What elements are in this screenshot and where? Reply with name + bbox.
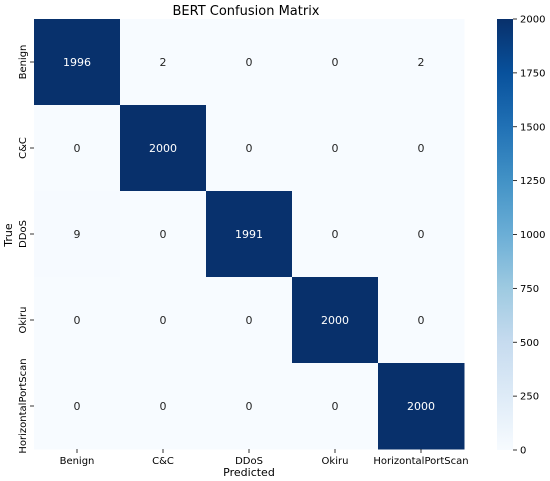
heatmap-cell <box>206 105 293 192</box>
y-tick-label: Benign <box>18 45 29 80</box>
x-tick-label: HorizontalPortScan <box>373 456 468 467</box>
colorbar-tick-label: 750 <box>520 284 539 295</box>
cell-value-label: 0 <box>246 142 253 155</box>
x-tick-label: Okiru <box>322 456 349 467</box>
heatmap-cell <box>206 191 293 278</box>
colorbar <box>497 19 513 450</box>
heatmap-cell <box>292 277 379 364</box>
heatmap-cell <box>120 19 207 106</box>
heatmap-cell <box>378 19 465 106</box>
heatmap-cell <box>378 191 465 278</box>
cell-value-label: 2 <box>160 56 167 69</box>
x-tick-label: Benign <box>60 456 95 467</box>
cell-value-label: 0 <box>160 400 167 413</box>
heatmap-cell <box>292 19 379 106</box>
heatmap-cell <box>378 363 465 450</box>
heatmap-cell <box>292 191 379 278</box>
colorbar-tick-label: 2000 <box>520 15 545 26</box>
heatmap-cell <box>34 105 121 192</box>
cell-value-label: 0 <box>418 314 425 327</box>
heatmap-cell <box>120 105 207 192</box>
chart-title: BERT Confusion Matrix <box>172 4 319 19</box>
cell-value-label: 0 <box>246 400 253 413</box>
cell-value-label: 0 <box>332 56 339 69</box>
colorbar-tick-label: 500 <box>520 338 539 349</box>
heatmap-cell <box>206 277 293 364</box>
cell-value-label: 0 <box>246 56 253 69</box>
colorbar-tick-label: 250 <box>520 392 539 403</box>
cell-value-label: 0 <box>74 142 81 155</box>
heatmap-cell <box>206 363 293 450</box>
y-tick-label: C&C <box>18 137 29 159</box>
cell-value-label: 9 <box>74 228 81 241</box>
x-tick-label: C&C <box>152 456 174 467</box>
colorbar-tick-label: 1500 <box>520 122 545 133</box>
cell-value-label: 0 <box>332 228 339 241</box>
y-tick-label: Okiru <box>18 307 29 334</box>
colorbar-tick-label: 1750 <box>520 68 545 79</box>
heatmap-cell <box>34 19 121 106</box>
cell-value-label: 2000 <box>321 314 349 327</box>
heatmap-cell <box>34 363 121 450</box>
x-axis-label: Predicted <box>223 466 275 479</box>
cell-value-label: 0 <box>418 142 425 155</box>
y-tick-label: HorizontalPortScan <box>18 358 29 453</box>
cell-value-label: 1991 <box>235 228 263 241</box>
colorbar-tick-label: 1250 <box>520 176 545 187</box>
x-tick-label: DDoS <box>235 456 263 467</box>
heatmap-cell <box>120 191 207 278</box>
cell-value-label: 0 <box>246 314 253 327</box>
cell-value-label: 2 <box>418 56 425 69</box>
cell-value-label: 0 <box>332 142 339 155</box>
heatmap-cell <box>34 277 121 364</box>
heatmap-cell <box>206 19 293 106</box>
heatmap-cell <box>34 191 121 278</box>
y-tick-label: DDoS <box>18 220 29 248</box>
colorbar-tick-label: 0 <box>520 446 526 457</box>
y-axis-label: True <box>2 223 15 248</box>
heatmap-cell <box>378 105 465 192</box>
cell-value-label: 0 <box>418 228 425 241</box>
cell-value-label: 2000 <box>407 400 435 413</box>
cell-value-label: 0 <box>160 228 167 241</box>
heatmap-cell <box>292 105 379 192</box>
cell-value-label: 1996 <box>63 56 91 69</box>
cell-value-label: 0 <box>74 314 81 327</box>
heatmap-cell <box>292 363 379 450</box>
cell-value-label: 0 <box>160 314 167 327</box>
heatmap-cell <box>378 277 465 364</box>
cell-value-label: 0 <box>332 400 339 413</box>
colorbar-tick-label: 1000 <box>520 230 545 241</box>
heatmap-cell <box>120 363 207 450</box>
cell-value-label: 2000 <box>149 142 177 155</box>
cell-value-label: 0 <box>74 400 81 413</box>
heatmap-cell <box>120 277 207 364</box>
